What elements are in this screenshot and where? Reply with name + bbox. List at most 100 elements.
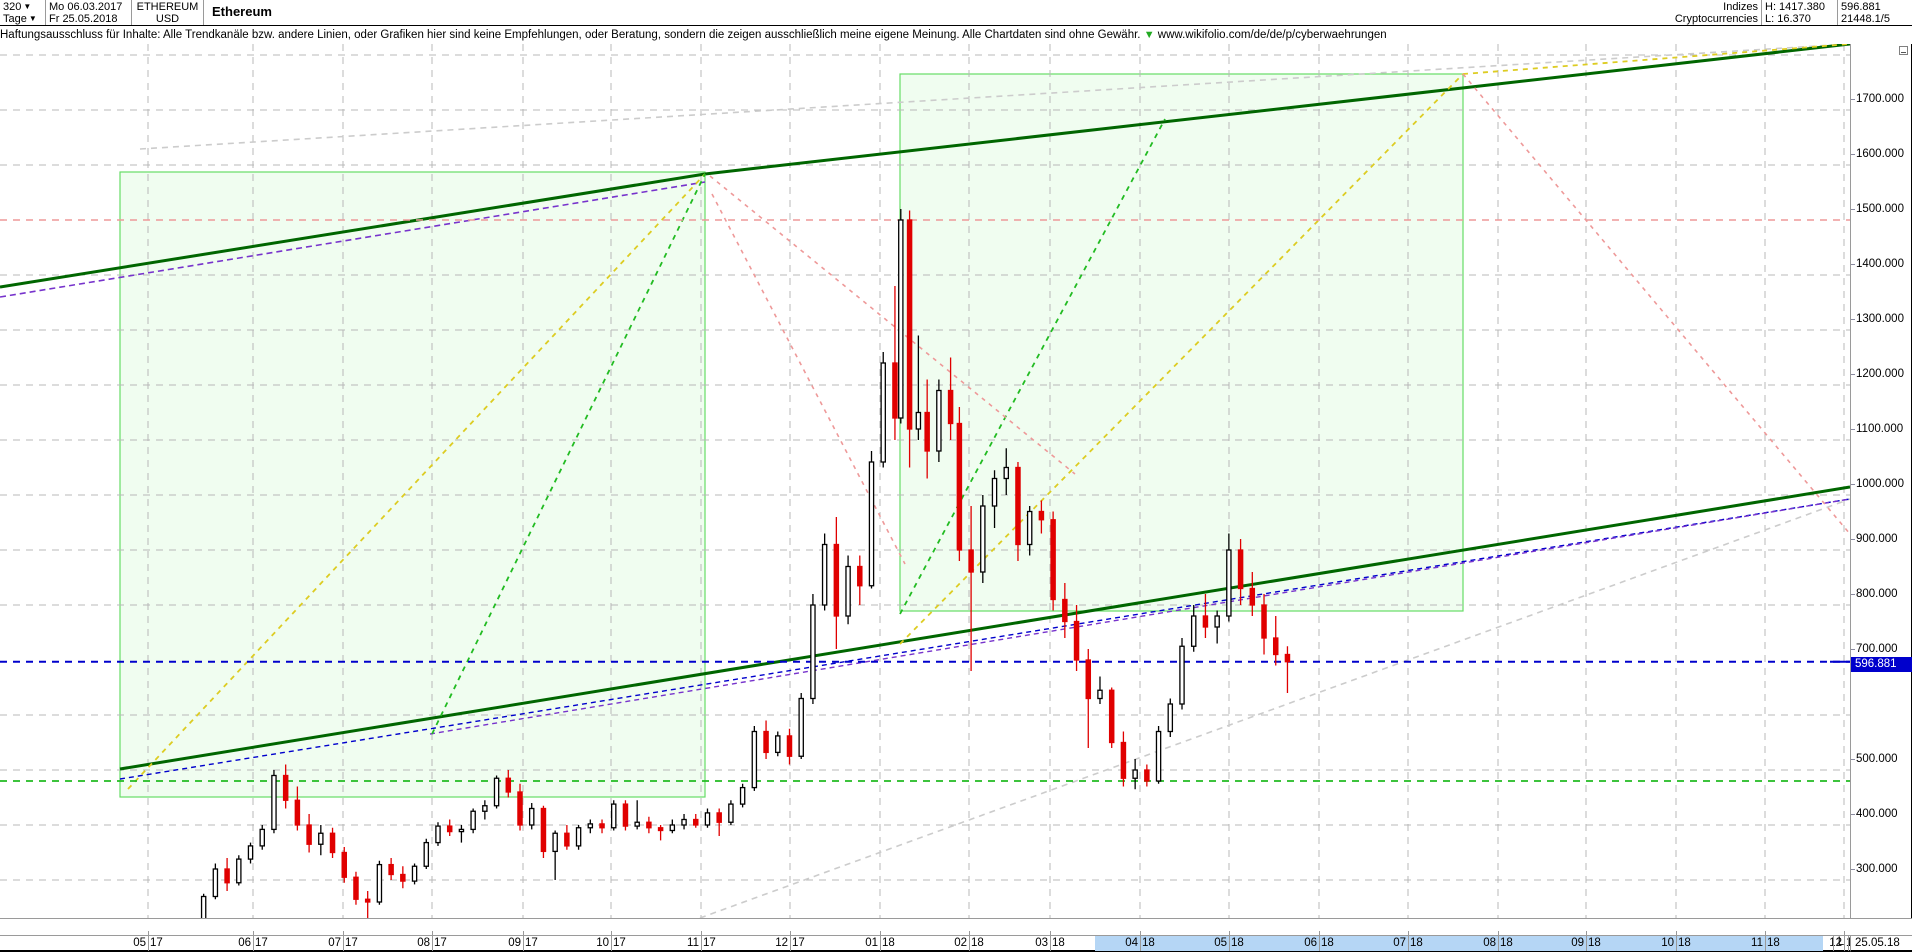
candlestick [906, 210, 913, 468]
date-tick-label: 06 17 [238, 936, 268, 951]
volume-value: 21448.1/5 [1841, 12, 1890, 25]
candlestick [1214, 610, 1220, 644]
candlestick [247, 842, 254, 864]
chevron-down-icon[interactable]: ▼ [28, 13, 37, 23]
candlestick [1155, 726, 1162, 784]
candlestick [1062, 583, 1068, 638]
candlestick [1038, 500, 1045, 534]
candlestick [1073, 605, 1080, 671]
candlestick [968, 506, 974, 671]
date-tick-mark [253, 931, 254, 936]
candlestick [282, 764, 289, 809]
date-tick-label: 03 18 [1035, 936, 1065, 951]
disclaimer-url[interactable]: www.wikifolio.com/de/de/p/cyberwaehrunge… [1157, 29, 1387, 41]
candlestick [259, 825, 265, 850]
category-cell[interactable]: Indizes Cryptocurrencies [1654, 0, 1762, 25]
green-rising-2 [899, 118, 1166, 615]
green-lower-trend [119, 485, 1850, 771]
candlestick [1226, 533, 1232, 622]
instrument-title: Ethereum [212, 3, 272, 19]
price-tick-label: 400.000 [1851, 807, 1912, 821]
candlestick [892, 286, 898, 440]
date-from: Mo 06.03.2017 [49, 0, 123, 13]
chart-plot-area[interactable] [0, 44, 1850, 918]
candlestick [528, 803, 535, 830]
date-tick-mark [432, 931, 433, 936]
chevron-down-icon[interactable]: ▼ [23, 1, 32, 11]
date-tick-mark [1050, 931, 1051, 936]
candlestick [833, 517, 840, 649]
date-tick-label: 04 18 [1125, 936, 1155, 951]
date-tick-label: 01 18 [865, 936, 895, 951]
red-falling-3 [1462, 73, 1850, 535]
candlestick [1237, 539, 1244, 605]
yellow-rising-2-ext [1462, 44, 1850, 75]
candlestick [470, 808, 476, 834]
price-tick-label: 1400.000 [1851, 257, 1912, 271]
candlestick [1190, 605, 1197, 652]
candlestick [423, 838, 430, 869]
candlestick [353, 871, 359, 905]
candlestick [564, 825, 570, 850]
candlestick [693, 814, 699, 828]
candlestick [1097, 676, 1103, 704]
period-selector-cell[interactable]: 320 ▼ Tage ▼ [0, 0, 46, 25]
candlestick [224, 858, 230, 891]
date-to: Fr 25.05.2018 [49, 12, 118, 25]
minimize-icon[interactable] [1899, 46, 1908, 55]
date-tick-label: 06 18 [1304, 936, 1334, 951]
candlestick [1144, 764, 1150, 787]
date-tick-mark [701, 931, 702, 936]
candlestick [1132, 759, 1138, 790]
last-price-value: 596.881 [1841, 0, 1881, 13]
candlestick [1026, 506, 1033, 556]
date-tick-label: 05 17 [133, 936, 163, 951]
red-falling-2 [711, 193, 906, 565]
candlestick [798, 693, 804, 759]
candlestick [728, 800, 734, 825]
candlestick [775, 731, 781, 757]
chart-scrollbar-range[interactable] [1095, 936, 1823, 951]
green-rising-1 [431, 173, 706, 735]
date-tick-label: 05 18 [1214, 936, 1244, 951]
price-tick-label: 900.000 [1851, 532, 1912, 546]
candlestick [318, 825, 324, 856]
candlestick [329, 827, 336, 858]
yellow-rising-2 [899, 73, 1464, 645]
candlestick [200, 893, 207, 918]
candlestick [845, 555, 851, 625]
low-value: L: 16.370 [1765, 12, 1811, 25]
price-tick-label: 300.000 [1851, 862, 1912, 876]
candlestick [898, 209, 904, 424]
date-tick-label: 10 17 [596, 936, 626, 951]
candlestick [669, 819, 676, 834]
date-tick-mark [1676, 931, 1677, 936]
candlestick [646, 816, 652, 834]
price-tick-label: 1100.000 [1851, 422, 1912, 436]
symbol-name: ETHEREUM [136, 0, 199, 13]
candlestick [1015, 462, 1021, 561]
symbol-cell[interactable]: ETHEREUM USD [132, 0, 204, 25]
date-tick-mark [148, 931, 149, 936]
date-tick-mark [343, 931, 344, 936]
date-axis[interactable]: 05 17 06 17 07 17 08 17 09 17 10 17 11 17 12 17 01 18 02 18… [0, 918, 1912, 952]
candlestick-chart [0, 44, 1850, 918]
date-tick-label: 07 18 [1393, 936, 1423, 951]
date-axis-track[interactable]: 05 17 06 17 07 17 08 17 09 17 10 17 11 17 12 17 01 18 02 18… [0, 931, 1859, 952]
candlestick [980, 495, 986, 583]
price-tick-label: 1700.000 [1851, 92, 1912, 106]
candlestick [552, 830, 558, 880]
last-date-label: 25.05.18 [1850, 935, 1912, 952]
date-tick-mark [1844, 931, 1845, 936]
date-tick-label: 10 18 [1661, 936, 1691, 951]
date-tick-mark [523, 931, 524, 936]
date-range-cell[interactable]: Mo 06.03.2017 Fr 25.05.2018 [46, 0, 132, 25]
candlestick [751, 726, 758, 791]
candlestick [482, 800, 488, 820]
last-price-cell: 596.881 21448.1/5 [1838, 0, 1912, 25]
candlestick [587, 819, 594, 834]
gray-lower-line [699, 498, 1850, 918]
price-axis[interactable]: 1700.000 1600.000 1500.000 1400.000 1300.000… [1850, 44, 1912, 930]
candlestick [681, 814, 687, 830]
purple-lower-trend [429, 498, 1850, 735]
